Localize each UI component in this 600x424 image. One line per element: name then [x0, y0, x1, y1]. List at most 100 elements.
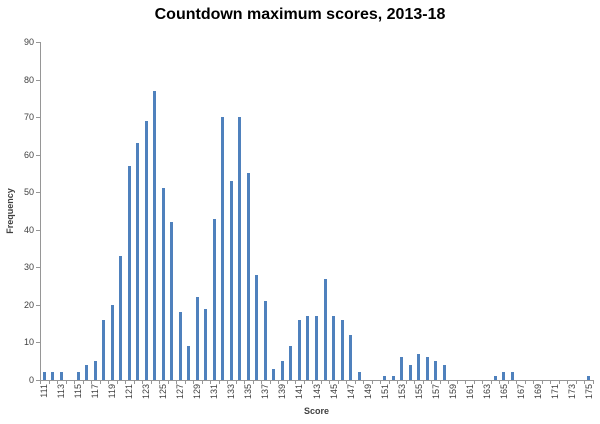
x-tick: [303, 381, 305, 384]
bar-112: [51, 372, 55, 380]
x-tick: [184, 381, 186, 384]
bar-165: [502, 372, 506, 380]
bar-128: [187, 346, 191, 380]
bar-146: [340, 319, 344, 380]
x-tick: [150, 381, 152, 384]
y-tick: [36, 380, 40, 381]
x-tick: [65, 381, 67, 384]
bar-145: [332, 316, 335, 380]
y-tick: [36, 117, 40, 119]
x-tick: [507, 381, 509, 384]
x-tick: [74, 381, 76, 384]
x-tick: [108, 381, 110, 384]
x-tick: [261, 381, 263, 384]
y-tick-label: 80: [23, 74, 34, 85]
x-tick: [363, 381, 365, 384]
x-tick: [48, 381, 50, 384]
y-tick: [36, 267, 40, 269]
bar-138: [272, 368, 276, 380]
x-tick: [405, 381, 407, 384]
x-tick: [482, 381, 484, 384]
bar-143: [315, 316, 318, 380]
x-tick: [593, 381, 594, 384]
x-tick: [252, 381, 254, 384]
y-tick: [36, 79, 40, 81]
bar-152: [391, 376, 395, 380]
bar-131: [212, 218, 216, 380]
y-axis-line: [40, 42, 41, 381]
x-tick: [354, 381, 356, 384]
y-tick-label: 70: [23, 112, 34, 123]
bar-118: [102, 319, 106, 380]
x-tick: [465, 381, 467, 384]
bar-113: [59, 372, 63, 380]
bar-134: [238, 117, 242, 380]
x-axis-line: [40, 380, 594, 381]
x-tick: [201, 381, 203, 384]
x-tick: [235, 381, 237, 384]
bar-151: [383, 376, 387, 380]
y-tick: [36, 229, 40, 231]
x-tick: [269, 381, 271, 384]
x-tick: [448, 381, 450, 384]
x-tick: [210, 381, 212, 384]
bar-142: [306, 316, 310, 380]
x-tick: [91, 381, 93, 384]
x-tick: [320, 381, 322, 384]
x-tick: [388, 381, 390, 384]
bar-175: [587, 376, 591, 380]
y-tick: [36, 304, 40, 306]
x-tick: [490, 381, 492, 384]
bar-164: [493, 376, 497, 380]
x-tick: [218, 381, 220, 384]
x-tick: [397, 381, 399, 384]
x-tick: [431, 381, 433, 384]
x-tick: [286, 381, 288, 384]
bar-130: [204, 308, 208, 380]
x-tick: [533, 381, 535, 384]
bar-111: [42, 372, 46, 380]
x-tick: [295, 381, 297, 384]
bar-148: [357, 372, 361, 380]
bar-136: [255, 274, 259, 380]
x-tick: [159, 381, 161, 384]
x-tick: [142, 381, 144, 384]
x-tick: [312, 381, 314, 384]
x-tick: [524, 381, 526, 384]
bar-120: [119, 256, 123, 380]
x-tick: [133, 381, 135, 384]
x-tick: [541, 381, 543, 384]
x-tick: [567, 381, 569, 384]
y-tick-label: 50: [23, 187, 34, 198]
x-tick: [125, 381, 127, 384]
y-tick: [36, 154, 40, 156]
y-tick-label: 30: [23, 262, 34, 273]
bar-124: [153, 90, 157, 380]
bar-125: [161, 188, 165, 380]
bar-137: [263, 301, 267, 380]
bar-157: [434, 361, 438, 380]
x-tick: [558, 381, 560, 384]
x-tick: [473, 381, 475, 384]
bar-119: [110, 304, 114, 380]
bar-122: [136, 143, 140, 380]
x-tick: [40, 381, 41, 384]
bar-115: [76, 372, 80, 380]
bar-127: [178, 312, 182, 380]
bar-155: [417, 353, 421, 380]
bar-140: [289, 346, 293, 380]
x-tick: [167, 381, 169, 384]
bar-141: [297, 319, 301, 380]
chart-title: Countdown maximum scores, 2013-18: [154, 6, 446, 23]
bar-135: [246, 173, 250, 380]
x-tick: [422, 381, 424, 384]
x-tick: [337, 381, 339, 384]
bar-139: [280, 361, 284, 380]
x-tick: [116, 381, 118, 384]
x-tick: [380, 381, 382, 384]
x-tick: [575, 381, 577, 384]
x-tick: [414, 381, 416, 384]
bar-144: [323, 278, 327, 380]
x-tick: [584, 381, 586, 384]
